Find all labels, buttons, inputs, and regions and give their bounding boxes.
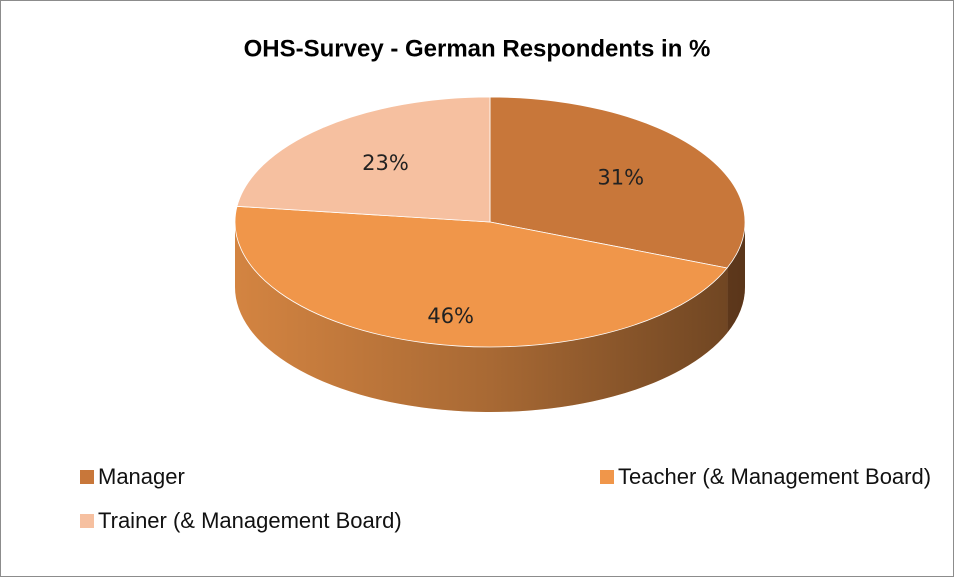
legend-label: Manager [98,464,185,489]
slice-side-shade [235,222,728,413]
legend-swatch [600,470,614,484]
data-label: 23% [362,151,409,175]
data-label: 46% [427,304,474,328]
data-label: 31% [597,165,644,189]
slice [234,205,728,348]
legend-label: Teacher (& Management Board) [618,464,931,489]
legend-label: Trainer (& Management Board) [98,508,402,533]
chart-title: OHS-Survey - German Respondents in % [244,35,711,62]
legend-swatch [80,470,94,484]
slice [236,96,491,223]
legend-swatch [80,514,94,528]
slice-side-shade [727,222,745,334]
slice [489,96,746,269]
